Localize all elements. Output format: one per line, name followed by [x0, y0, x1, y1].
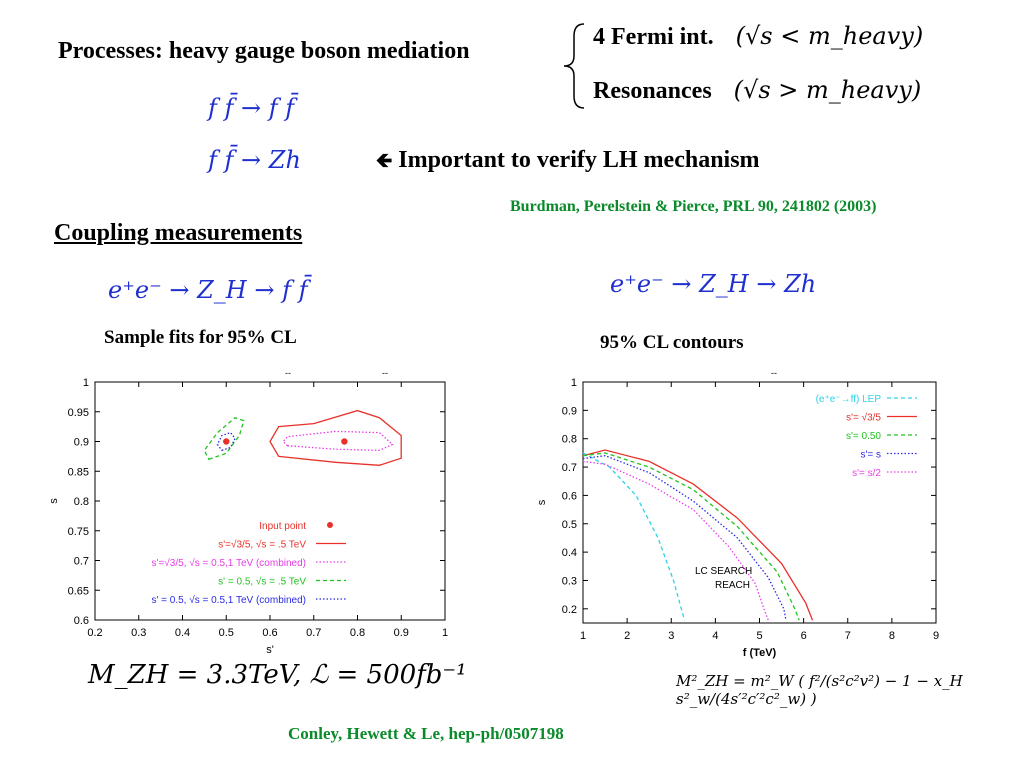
- process-equation-ff: f f̄ → f f̄: [208, 94, 295, 122]
- equation-left: e⁺e⁻ → Z_H → f f̄: [108, 276, 308, 304]
- legend-marker: [327, 522, 333, 528]
- annotation-text: LC SEARCH: [695, 566, 752, 577]
- legend-label: s'= √3/5: [846, 412, 881, 424]
- bracket-item-label: Resonances: [593, 78, 712, 104]
- y-tick-label: 0.5: [562, 519, 577, 531]
- legend-label: Input point: [259, 521, 306, 532]
- series-line: [282, 430, 394, 452]
- reference-burdman: Burdman, Perelstein & Pierce, PRL 90, 24…: [510, 198, 877, 215]
- x-tick-label: 0.9: [394, 627, 409, 639]
- series-line: [582, 452, 800, 621]
- legend-label: s'=√3/5, √s = 0.5,1 TeV (combined): [152, 557, 306, 569]
- series-line: [269, 409, 402, 466]
- y-tick-label: 0.4: [562, 547, 577, 559]
- x-tick-label: 1: [442, 627, 448, 639]
- top-mark: --: [771, 368, 777, 378]
- y-axis-label: s: [536, 499, 548, 505]
- y-tick-label: 1: [571, 377, 577, 389]
- y-tick-label: 1: [83, 377, 89, 389]
- section-title: Coupling measurements: [54, 220, 303, 246]
- mass-lumi-formula: M_ZH = 3.3TeV, ℒ = 500fb⁻¹: [88, 660, 467, 690]
- x-tick-label: 3: [668, 630, 674, 642]
- mass-formula: M²_ZH = m²_W ( f²/(s²c²v²) − 1 − x_H s²_…: [676, 672, 963, 708]
- y-tick-label: 0.8: [562, 434, 577, 446]
- x-tick-label: 0.4: [175, 627, 190, 639]
- legend-label: s' = 0.5, √s = 0.5,1 TeV (combined): [151, 594, 306, 606]
- legend-label: s' = 0.5, √s = .5 TeV: [218, 576, 306, 588]
- x-tick-label: 9: [933, 630, 939, 642]
- bracket-item-math: (√s > m_heavy): [733, 76, 922, 104]
- x-tick-label: 7: [845, 630, 851, 642]
- series-line: [582, 449, 814, 621]
- legend-label: s'= s: [860, 450, 881, 461]
- input-point: [341, 438, 348, 445]
- curly-brace: [563, 23, 585, 109]
- series-line: [582, 455, 787, 621]
- chart-left: 0.2 0.3 0.4 0.5 0.6 0.7 0.8 0.9 1 0.6 0.65 0.7 0.75 0…: [48, 368, 448, 656]
- x-axis-label: f (TeV): [743, 647, 777, 659]
- y-tick-label: 0.9: [562, 405, 577, 417]
- y-tick-label: 0.6: [562, 490, 577, 502]
- y-axis-label: s: [48, 498, 60, 504]
- equation-right: e⁺e⁻ → Z_H → Zh: [610, 270, 817, 298]
- x-tick-label: 5: [756, 630, 762, 642]
- input-point: [223, 438, 230, 445]
- annotation-text: REACH: [715, 580, 750, 591]
- x-tick-label: 0.2: [87, 627, 102, 639]
- x-axis-label: s': [266, 644, 274, 656]
- x-tick-label: 0.7: [306, 627, 321, 639]
- y-tick-label: 0.75: [68, 526, 89, 538]
- y-tick-label: 0.9: [74, 437, 89, 449]
- caption-right: 95% CL contours: [600, 332, 744, 353]
- y-tick-label: 0.7: [74, 556, 89, 568]
- y-tick-label: 0.6: [74, 615, 89, 627]
- top-mark: --: [382, 368, 388, 378]
- legend-label: (e⁺e⁻→ff) LEP: [816, 394, 882, 405]
- series-line: [582, 452, 686, 621]
- caption-left: Sample fits for 95% CL: [104, 327, 297, 348]
- series-line: [582, 460, 769, 621]
- important-text: Important to verify LH mechanism: [398, 147, 760, 173]
- x-tick-label: 8: [889, 630, 895, 642]
- top-mark: --: [285, 368, 291, 378]
- x-tick-label: 0.5: [219, 627, 234, 639]
- y-tick-label: 0.65: [68, 585, 89, 597]
- left-arrow-icon: 🡸: [376, 148, 393, 172]
- y-tick-label: 0.8: [74, 496, 89, 508]
- legend-label: s'= 0.50: [846, 431, 881, 442]
- bracket-item-resonances: Resonances (√s > m_heavy): [593, 76, 921, 105]
- y-tick-label: 0.7: [562, 462, 577, 474]
- x-tick-label: 4: [712, 630, 718, 642]
- y-tick-label: 0.3: [562, 575, 577, 587]
- process-equation-zh: f f̄ → Zh: [208, 146, 301, 174]
- reference-conley: Conley, Hewett & Le, hep-ph/0507198: [288, 724, 564, 743]
- series-line: [203, 416, 245, 461]
- bracket-item-math: (√s < m_heavy): [735, 22, 924, 50]
- y-tick-label: 0.85: [68, 466, 89, 478]
- plot-frame: [582, 381, 937, 624]
- x-tick-label: 0.6: [262, 627, 277, 639]
- x-tick-label: 1: [580, 630, 586, 642]
- bracket-item-label: 4 Fermi int.: [593, 24, 714, 50]
- legend-label: s'= s/2: [852, 468, 881, 479]
- x-tick-label: 6: [801, 630, 807, 642]
- legend-label: s'=√3/5, √s = .5 TeV: [218, 539, 306, 551]
- bracket-item-fermi: 4 Fermi int. (√s < m_heavy): [593, 22, 923, 51]
- processes-label: Processes: heavy gauge boson mediation: [58, 38, 470, 64]
- y-tick-label: 0.95: [68, 407, 89, 419]
- y-tick-label: 0.2: [562, 604, 577, 616]
- x-tick-label: 2: [624, 630, 630, 642]
- important-note: 🡸 Important to verify LH mechanism: [376, 146, 760, 180]
- x-tick-label: 0.8: [350, 627, 365, 639]
- chart-right: 1 2 3 4 5 6 7 8 9 0.2 0.3 0.4 0.5 0.6 0.7 0.8 0.9 1 f (TeV…: [536, 368, 939, 659]
- x-tick-label: 0.3: [131, 627, 146, 639]
- series-line: [216, 431, 236, 452]
